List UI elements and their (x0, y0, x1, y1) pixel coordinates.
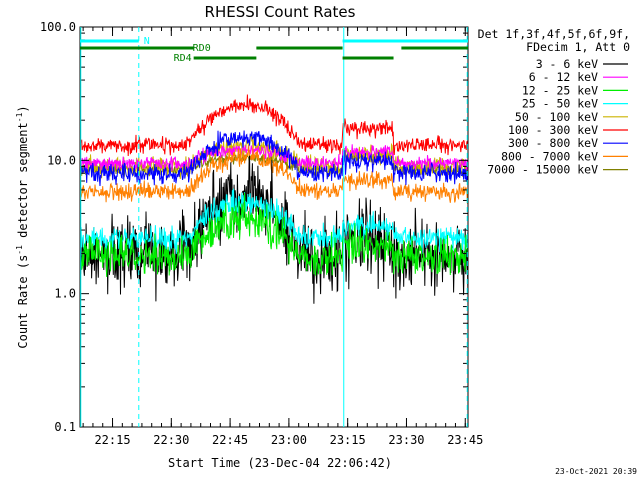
x-tick-label: 22:45 (212, 433, 248, 447)
plot-timestamp: 23-Oct-2021 20:39 (555, 467, 637, 476)
legend-entry-label: 12 - 25 keV (522, 83, 598, 97)
legend-entry-label: 3 - 6 keV (536, 57, 598, 71)
plot-frame (79, 26, 469, 428)
legend-header-line2: FDecim 1, Att 0 (526, 40, 630, 54)
series-line (80, 94, 468, 157)
series-line (80, 192, 468, 277)
series-line (80, 188, 468, 255)
x-tick-label: 23:15 (330, 433, 366, 447)
y-tick-label: 10.0 (47, 153, 76, 167)
legend-entry-label: 25 - 50 keV (522, 97, 598, 111)
series-line (80, 146, 468, 204)
rd0-label: RD0 (193, 43, 211, 54)
x-tick-label: 23:00 (271, 433, 307, 447)
y-tick-label: 1.0 (54, 287, 76, 301)
x-tick-label: 22:30 (153, 433, 189, 447)
chart-title: RHESSI Count Rates (205, 3, 356, 21)
legend-entry-label: 100 - 300 keV (508, 123, 598, 137)
legend-header-line1: Det 1f,3f,4f,5f,6f,9f, (478, 27, 630, 41)
y-axis-label: Count Rate (s-1 detector segment-1) (15, 105, 30, 348)
y-tick-label: 0.1 (54, 420, 76, 434)
legend-entry-label: 7000 - 15000 keV (487, 163, 598, 177)
legend-entry-label: 800 - 7000 keV (501, 149, 598, 163)
series-line (80, 143, 468, 174)
y-tick-label: 100.0 (40, 20, 76, 34)
x-axis-label: Start Time (23-Dec-04 22:06:42) (168, 456, 392, 470)
x-tick-label: 23:45 (447, 433, 483, 447)
rd4-label: RD4 (174, 53, 192, 64)
x-tick-label: 23:30 (388, 433, 424, 447)
series-line (80, 130, 468, 187)
legend-entry-label: 6 - 12 keV (529, 70, 598, 84)
legend-entry-label: 50 - 100 keV (515, 110, 598, 124)
night-label: N (144, 36, 150, 47)
x-tick-label: 22:15 (94, 433, 130, 447)
legend-entry-label: 300 - 800 keV (508, 136, 598, 150)
